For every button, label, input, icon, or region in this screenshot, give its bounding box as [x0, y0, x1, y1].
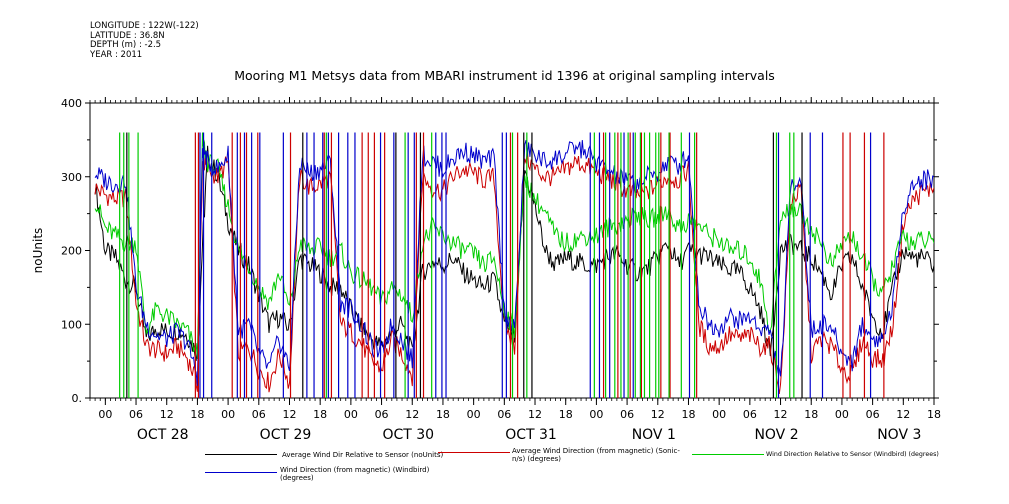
x-day-label: NOV 2: [754, 427, 798, 443]
series-line: [94, 132, 934, 360]
x-tick-label: 00: [589, 408, 603, 421]
chart-title: Mooring M1 Metsys data from MBARI instru…: [234, 68, 775, 83]
y-tick-label: 400: [61, 97, 82, 110]
x-tick-label: 12: [528, 408, 542, 421]
x-tick-label: 18: [559, 408, 573, 421]
x-tick-label: 00: [712, 408, 726, 421]
x-tick-label: 00: [221, 408, 235, 421]
x-tick-label: 00: [835, 408, 849, 421]
x-tick-label: 18: [681, 408, 695, 421]
x-tick-label: 06: [375, 408, 389, 421]
x-tick-label: 12: [282, 408, 296, 421]
x-tick-label: 00: [344, 408, 358, 421]
metadata-line: DEPTH (m) : -2.5: [90, 40, 162, 50]
x-tick-label: 12: [896, 408, 910, 421]
metadata-line: LATITUDE : 36.8N: [90, 30, 165, 41]
x-tick-label: 18: [804, 408, 818, 421]
legend-label: Average Wind Direction (from magnetic) (…: [512, 447, 680, 463]
y-tick-label: 300: [61, 171, 82, 184]
legend-swatch-black: [205, 454, 277, 455]
metadata-line: LONGITUDE : 122W(-122): [90, 21, 199, 31]
x-day-label: NOV 1: [632, 427, 676, 443]
legend-swatch-green: [692, 454, 764, 455]
x-tick-label: 18: [436, 408, 450, 421]
x-day-label: OCT 29: [260, 427, 312, 443]
series-line: [94, 148, 934, 394]
x-tick-label: 06: [252, 408, 266, 421]
x-tick-label: 06: [620, 408, 634, 421]
x-tick-label: 06: [743, 408, 757, 421]
legend-swatch-blue: [205, 472, 277, 473]
x-tick-label: 12: [405, 408, 419, 421]
metadata-line: YEAR : 2011: [90, 49, 143, 60]
x-tick-label: 06: [129, 408, 143, 421]
x-tick-label: 00: [467, 408, 481, 421]
series-line: [94, 139, 934, 386]
x-day-label: NOV 3: [877, 427, 921, 443]
y-axis-label: noUnits: [31, 228, 45, 274]
x-tick-label: 18: [313, 408, 327, 421]
x-day-label: OCT 28: [137, 427, 189, 443]
y-tick-label: 0.: [72, 392, 83, 405]
metadata-block: LONGITUDE : 122W(-122) LATITUDE : 36.8N …: [90, 21, 199, 60]
x-tick-label: 06: [497, 408, 511, 421]
x-tick-label: 12: [774, 408, 788, 421]
x-tick-label: 12: [160, 408, 174, 421]
legend-label: Wind Direction Relative to Sensor (Windb…: [766, 451, 939, 458]
y-tick-label: 200: [61, 245, 82, 258]
legend-label: Wind Direction (from magnetic) (Windbird…: [280, 466, 430, 482]
legend-label: Average Wind Dir Relative to Sensor (noU…: [282, 451, 444, 459]
y-tick-label: 100: [61, 318, 82, 331]
legend-swatch-red: [438, 452, 510, 453]
x-tick-label: 00: [98, 408, 112, 421]
x-tick-label: 18: [927, 408, 941, 421]
x-day-label: OCT 31: [505, 427, 557, 443]
x-tick-label: 18: [190, 408, 204, 421]
x-tick-label: 12: [651, 408, 665, 421]
x-day-label: OCT 30: [382, 427, 434, 443]
x-tick-label: 06: [866, 408, 880, 421]
series-line: [94, 145, 934, 362]
